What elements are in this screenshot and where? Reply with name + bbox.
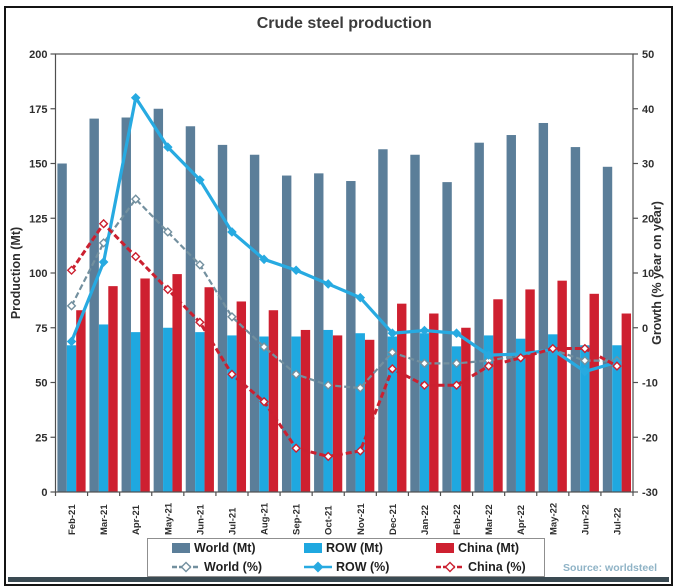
right-axis-title: Growth (% year on year) bbox=[650, 201, 664, 345]
svg-text:100: 100 bbox=[29, 268, 47, 280]
svg-text:20: 20 bbox=[642, 213, 654, 225]
svg-text:0: 0 bbox=[642, 323, 648, 335]
svg-text:Mar-21: Mar-21 bbox=[99, 504, 110, 535]
chart-title: Crude steel production bbox=[257, 15, 432, 32]
svg-text:40: 40 bbox=[642, 104, 654, 116]
china-pct-line-marker-icon bbox=[436, 561, 464, 573]
crude-steel-chart-plot: Crude steel production025507510012515017… bbox=[9, 15, 664, 535]
svg-text:Mar-22: Mar-22 bbox=[484, 504, 495, 535]
svg-text:Aug-21: Aug-21 bbox=[260, 502, 271, 535]
legend-label: World (Mt) bbox=[194, 541, 256, 556]
svg-text:10: 10 bbox=[642, 268, 654, 280]
world-pct-line-marker-icon bbox=[172, 561, 200, 573]
svg-text:Oct-21: Oct-21 bbox=[324, 505, 335, 535]
svg-text:Feb-21: Feb-21 bbox=[67, 504, 78, 535]
svg-text:150: 150 bbox=[29, 159, 47, 171]
row-mt-swatch-icon bbox=[304, 543, 322, 554]
legend-label: ROW (%) bbox=[336, 559, 390, 574]
svg-text:Jan-22: Jan-22 bbox=[420, 505, 431, 535]
legend-label: ROW (Mt) bbox=[326, 541, 383, 556]
svg-text:Jul-22: Jul-22 bbox=[612, 508, 623, 535]
svg-text:Feb-22: Feb-22 bbox=[452, 504, 463, 535]
svg-text:Apr-21: Apr-21 bbox=[131, 504, 142, 535]
legend-item-china-mt: China (Mt) bbox=[412, 539, 544, 558]
svg-text:Jun-21: Jun-21 bbox=[195, 504, 206, 535]
svg-text:50: 50 bbox=[35, 378, 47, 390]
svg-text:175: 175 bbox=[29, 104, 47, 116]
svg-text:25: 25 bbox=[35, 432, 47, 444]
svg-text:-10: -10 bbox=[642, 378, 658, 390]
china-mt-swatch-icon bbox=[436, 543, 454, 554]
legend-item-world-mt: World (Mt) bbox=[148, 539, 280, 558]
svg-text:Dec-21: Dec-21 bbox=[388, 503, 399, 535]
svg-text:75: 75 bbox=[35, 323, 47, 335]
left-axis-title: Production (Mt) bbox=[9, 227, 23, 319]
svg-text:Jun-22: Jun-22 bbox=[580, 504, 591, 535]
legend-label: China (Mt) bbox=[458, 541, 520, 556]
legend-item-row-mt: ROW (Mt) bbox=[280, 539, 412, 558]
row-pct-line-marker-icon bbox=[304, 561, 332, 573]
svg-text:-30: -30 bbox=[642, 487, 658, 499]
svg-text:50: 50 bbox=[642, 49, 654, 61]
chart-legend: World (Mt) ROW (Mt) China (Mt) World (%)… bbox=[147, 538, 545, 577]
svg-text:200: 200 bbox=[29, 49, 47, 61]
legend-item-china-pct: China (%) bbox=[412, 558, 544, 577]
svg-text:Nov-21: Nov-21 bbox=[356, 503, 367, 535]
legend-label: World (%) bbox=[204, 559, 263, 574]
legend-label: China (%) bbox=[468, 559, 526, 574]
svg-text:30: 30 bbox=[642, 159, 654, 171]
svg-text:Apr-22: Apr-22 bbox=[516, 505, 527, 535]
svg-text:May-22: May-22 bbox=[548, 503, 559, 535]
svg-text:Jul-21: Jul-21 bbox=[227, 507, 238, 535]
svg-text:0: 0 bbox=[41, 487, 47, 499]
world-mt-swatch-icon bbox=[172, 543, 190, 554]
legend-item-row-pct: ROW (%) bbox=[280, 558, 412, 577]
legend-item-world-pct: World (%) bbox=[148, 558, 280, 577]
svg-text:Sep-21: Sep-21 bbox=[292, 503, 303, 535]
source-credit: Source: worldsteel bbox=[563, 562, 657, 574]
svg-text:May-21: May-21 bbox=[163, 502, 174, 535]
bottom-edge-strip bbox=[8, 577, 669, 582]
svg-text:125: 125 bbox=[29, 213, 47, 225]
svg-text:-20: -20 bbox=[642, 432, 658, 444]
